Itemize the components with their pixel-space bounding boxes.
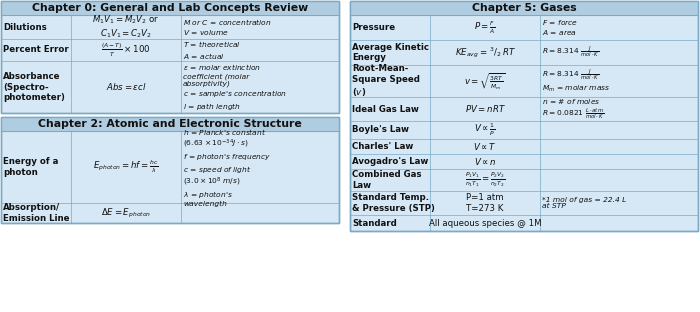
Text: $\varepsilon$ = molar extinction
coefficient (molar
absorptivity)
$c$ = sample's: $\varepsilon$ = molar extinction coeffic…: [183, 62, 287, 112]
Text: $M_1V_1 = M_2V_2$ or
$C_1V_1 = C_2V_2$: $M_1V_1 = M_2V_2$ or $C_1V_1 = C_2V_2$: [92, 14, 160, 40]
Text: Boyle's Law: Boyle's Law: [352, 125, 409, 134]
Text: $\frac{P_1V_1}{n_1T_1} = \frac{P_2V_2}{n_2T_2}$: $\frac{P_1V_1}{n_1T_1} = \frac{P_2V_2}{n…: [465, 171, 505, 189]
Text: $\Delta E = E_{photon}$: $\Delta E = E_{photon}$: [101, 207, 151, 220]
Text: $V \propto T$: $V \propto T$: [473, 141, 496, 152]
Text: Percent Error: Percent Error: [3, 46, 69, 55]
Text: $Abs = \varepsilon cl$: $Abs = \varepsilon cl$: [106, 81, 146, 92]
Text: P=1 atm
T=273 K: P=1 atm T=273 K: [466, 193, 504, 213]
Bar: [350, 1, 698, 231]
Text: All aqueous species @ 1M: All aqueous species @ 1M: [428, 218, 541, 227]
Text: Average Kinetic
Energy: Average Kinetic Energy: [352, 43, 429, 62]
Text: Chapter 2: Atomic and Electronic Structure: Chapter 2: Atomic and Electronic Structu…: [38, 119, 302, 129]
Text: Energy of a
photon: Energy of a photon: [3, 157, 58, 177]
Bar: [350, 1, 698, 15]
Text: $h$ = Planck's constant
$(6.63 \times 10^{-34}J\cdot s)$
$f$ = photon's frequenc: $h$ = Planck's constant $(6.63 \times 10…: [183, 127, 272, 207]
Text: Standard: Standard: [352, 218, 397, 227]
Text: $M$ or $C$ = concentration
$V$ = volume: $M$ or $C$ = concentration $V$ = volume: [183, 17, 272, 37]
Text: $R = 8.314\ \frac{J}{mol \cdot K}$: $R = 8.314\ \frac{J}{mol \cdot K}$: [542, 45, 600, 60]
Text: Absorption/
Emission Line: Absorption/ Emission Line: [3, 203, 69, 223]
Text: $V \propto n$: $V \propto n$: [474, 156, 496, 167]
Text: Avogadro's Law: Avogadro's Law: [352, 157, 428, 166]
Text: $v = \sqrt{\frac{3RT}{M_m}}$: $v = \sqrt{\frac{3RT}{M_m}}$: [464, 71, 505, 91]
Bar: [1, 1, 339, 15]
Text: *1 mol of gas = 22.4 L
at STP: *1 mol of gas = 22.4 L at STP: [542, 197, 627, 209]
Text: $\frac{(A - T)}{T} \times 100$: $\frac{(A - T)}{T} \times 100$: [102, 41, 150, 59]
Text: $KE_{avg} = \,^{3}/_{2}\,RT$: $KE_{avg} = \,^{3}/_{2}\,RT$: [454, 45, 515, 60]
Text: Absorbance
(Spectro-
photometer): Absorbance (Spectro- photometer): [3, 72, 65, 102]
Text: $PV = nRT$: $PV = nRT$: [465, 104, 505, 115]
Text: Standard Temp.
& Pressure (STP): Standard Temp. & Pressure (STP): [352, 193, 435, 213]
Text: $V \propto \frac{1}{P}$: $V \propto \frac{1}{P}$: [475, 122, 496, 138]
Text: Ideal Gas Law: Ideal Gas Law: [352, 105, 419, 114]
Text: $R = 8.314\ \frac{J}{mol \cdot K}$
$M_m$ = molar mass: $R = 8.314\ \frac{J}{mol \cdot K}$ $M_m$…: [542, 68, 610, 94]
Text: $E_{photon} = hf = \frac{hc}{\lambda}$: $E_{photon} = hf = \frac{hc}{\lambda}$: [93, 159, 159, 175]
Text: Chapter 5: Gases: Chapter 5: Gases: [472, 3, 576, 13]
Text: $T$ = theoretical
$A$ = actual: $T$ = theoretical $A$ = actual: [183, 39, 241, 61]
Bar: [1, 117, 339, 131]
Bar: [1, 117, 339, 223]
Text: Dilutions: Dilutions: [3, 22, 47, 32]
Text: $n$ = # of moles
$R = 0.0821\ \frac{L \cdot atm}{mol \cdot K}$: $n$ = # of moles $R = 0.0821\ \frac{L \c…: [542, 97, 604, 121]
Text: Root-Mean-
Square Speed
($v$): Root-Mean- Square Speed ($v$): [352, 64, 420, 98]
Text: $P = \frac{F}{A}$: $P = \frac{F}{A}$: [474, 19, 496, 36]
Bar: [1, 1, 339, 113]
Text: Combined Gas
Law: Combined Gas Law: [352, 170, 421, 190]
Bar: [350, 1, 698, 231]
Text: $F$ = force
$A$ = area: $F$ = force $A$ = area: [542, 18, 578, 37]
Text: Charles' Law: Charles' Law: [352, 142, 414, 151]
Bar: [1, 1, 339, 113]
Text: Pressure: Pressure: [352, 23, 395, 32]
Bar: [1, 117, 339, 223]
Text: Chapter 0: General and Lab Concepts Review: Chapter 0: General and Lab Concepts Revi…: [32, 3, 308, 13]
